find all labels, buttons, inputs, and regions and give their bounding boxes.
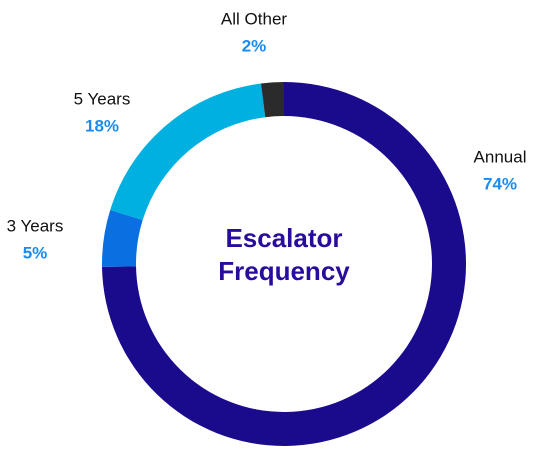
category-label: 5 Years xyxy=(74,89,131,108)
value-label: 5% xyxy=(23,243,48,262)
value-label: 18% xyxy=(85,116,119,135)
category-label: 3 Years xyxy=(7,216,64,235)
donut-segment xyxy=(260,82,284,118)
category-label: All Other xyxy=(221,9,287,28)
donut-segment xyxy=(110,83,266,221)
chart-title: Escalator Frequency xyxy=(218,223,350,286)
category-label: Annual xyxy=(474,147,527,166)
value-label: 74% xyxy=(483,174,517,193)
value-label: 2% xyxy=(242,36,267,55)
donut-segment xyxy=(102,209,143,267)
